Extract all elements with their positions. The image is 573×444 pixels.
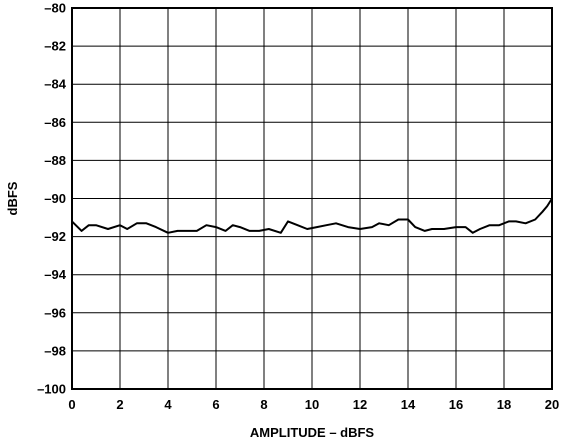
x-axis-title: AMPLITUDE – dBFS [250,425,375,440]
x-tick-label: 18 [497,397,511,412]
y-tick-label: –100 [37,382,66,397]
y-tick-label: –82 [44,39,66,54]
x-tick-label: 8 [260,397,267,412]
x-tick-label: 12 [353,397,367,412]
y-tick-label: –90 [44,191,66,206]
y-tick-label: –84 [44,77,66,92]
plot-frame [71,7,553,390]
data-series [71,197,553,234]
y-tick-label: –94 [44,267,66,282]
y-tick-label: –92 [44,229,66,244]
y-tick-label: –88 [44,153,66,168]
y-tick-label: –98 [44,343,66,358]
tick-labels: 0 2 4 6 8 10 12 14 16 18 20 –80 –82 –84 –86 –88 –90 –92 –9… [37,1,559,413]
x-tick-label: 4 [164,397,172,412]
y-tick-label: –86 [44,115,66,130]
x-tick-label: 10 [305,397,319,412]
x-tick-label: 16 [449,397,463,412]
y-tick-label: –80 [44,1,66,16]
x-tick-label: 14 [401,397,416,412]
x-tick-label: 20 [545,397,559,412]
x-tick-label: 0 [68,397,75,412]
series-line [71,197,553,234]
y-axis-title: dBFS [5,181,20,215]
x-tick-label: 2 [116,397,123,412]
x-tick-label: 6 [212,397,219,412]
y-tick-label: –96 [44,305,66,320]
grid [72,8,552,389]
